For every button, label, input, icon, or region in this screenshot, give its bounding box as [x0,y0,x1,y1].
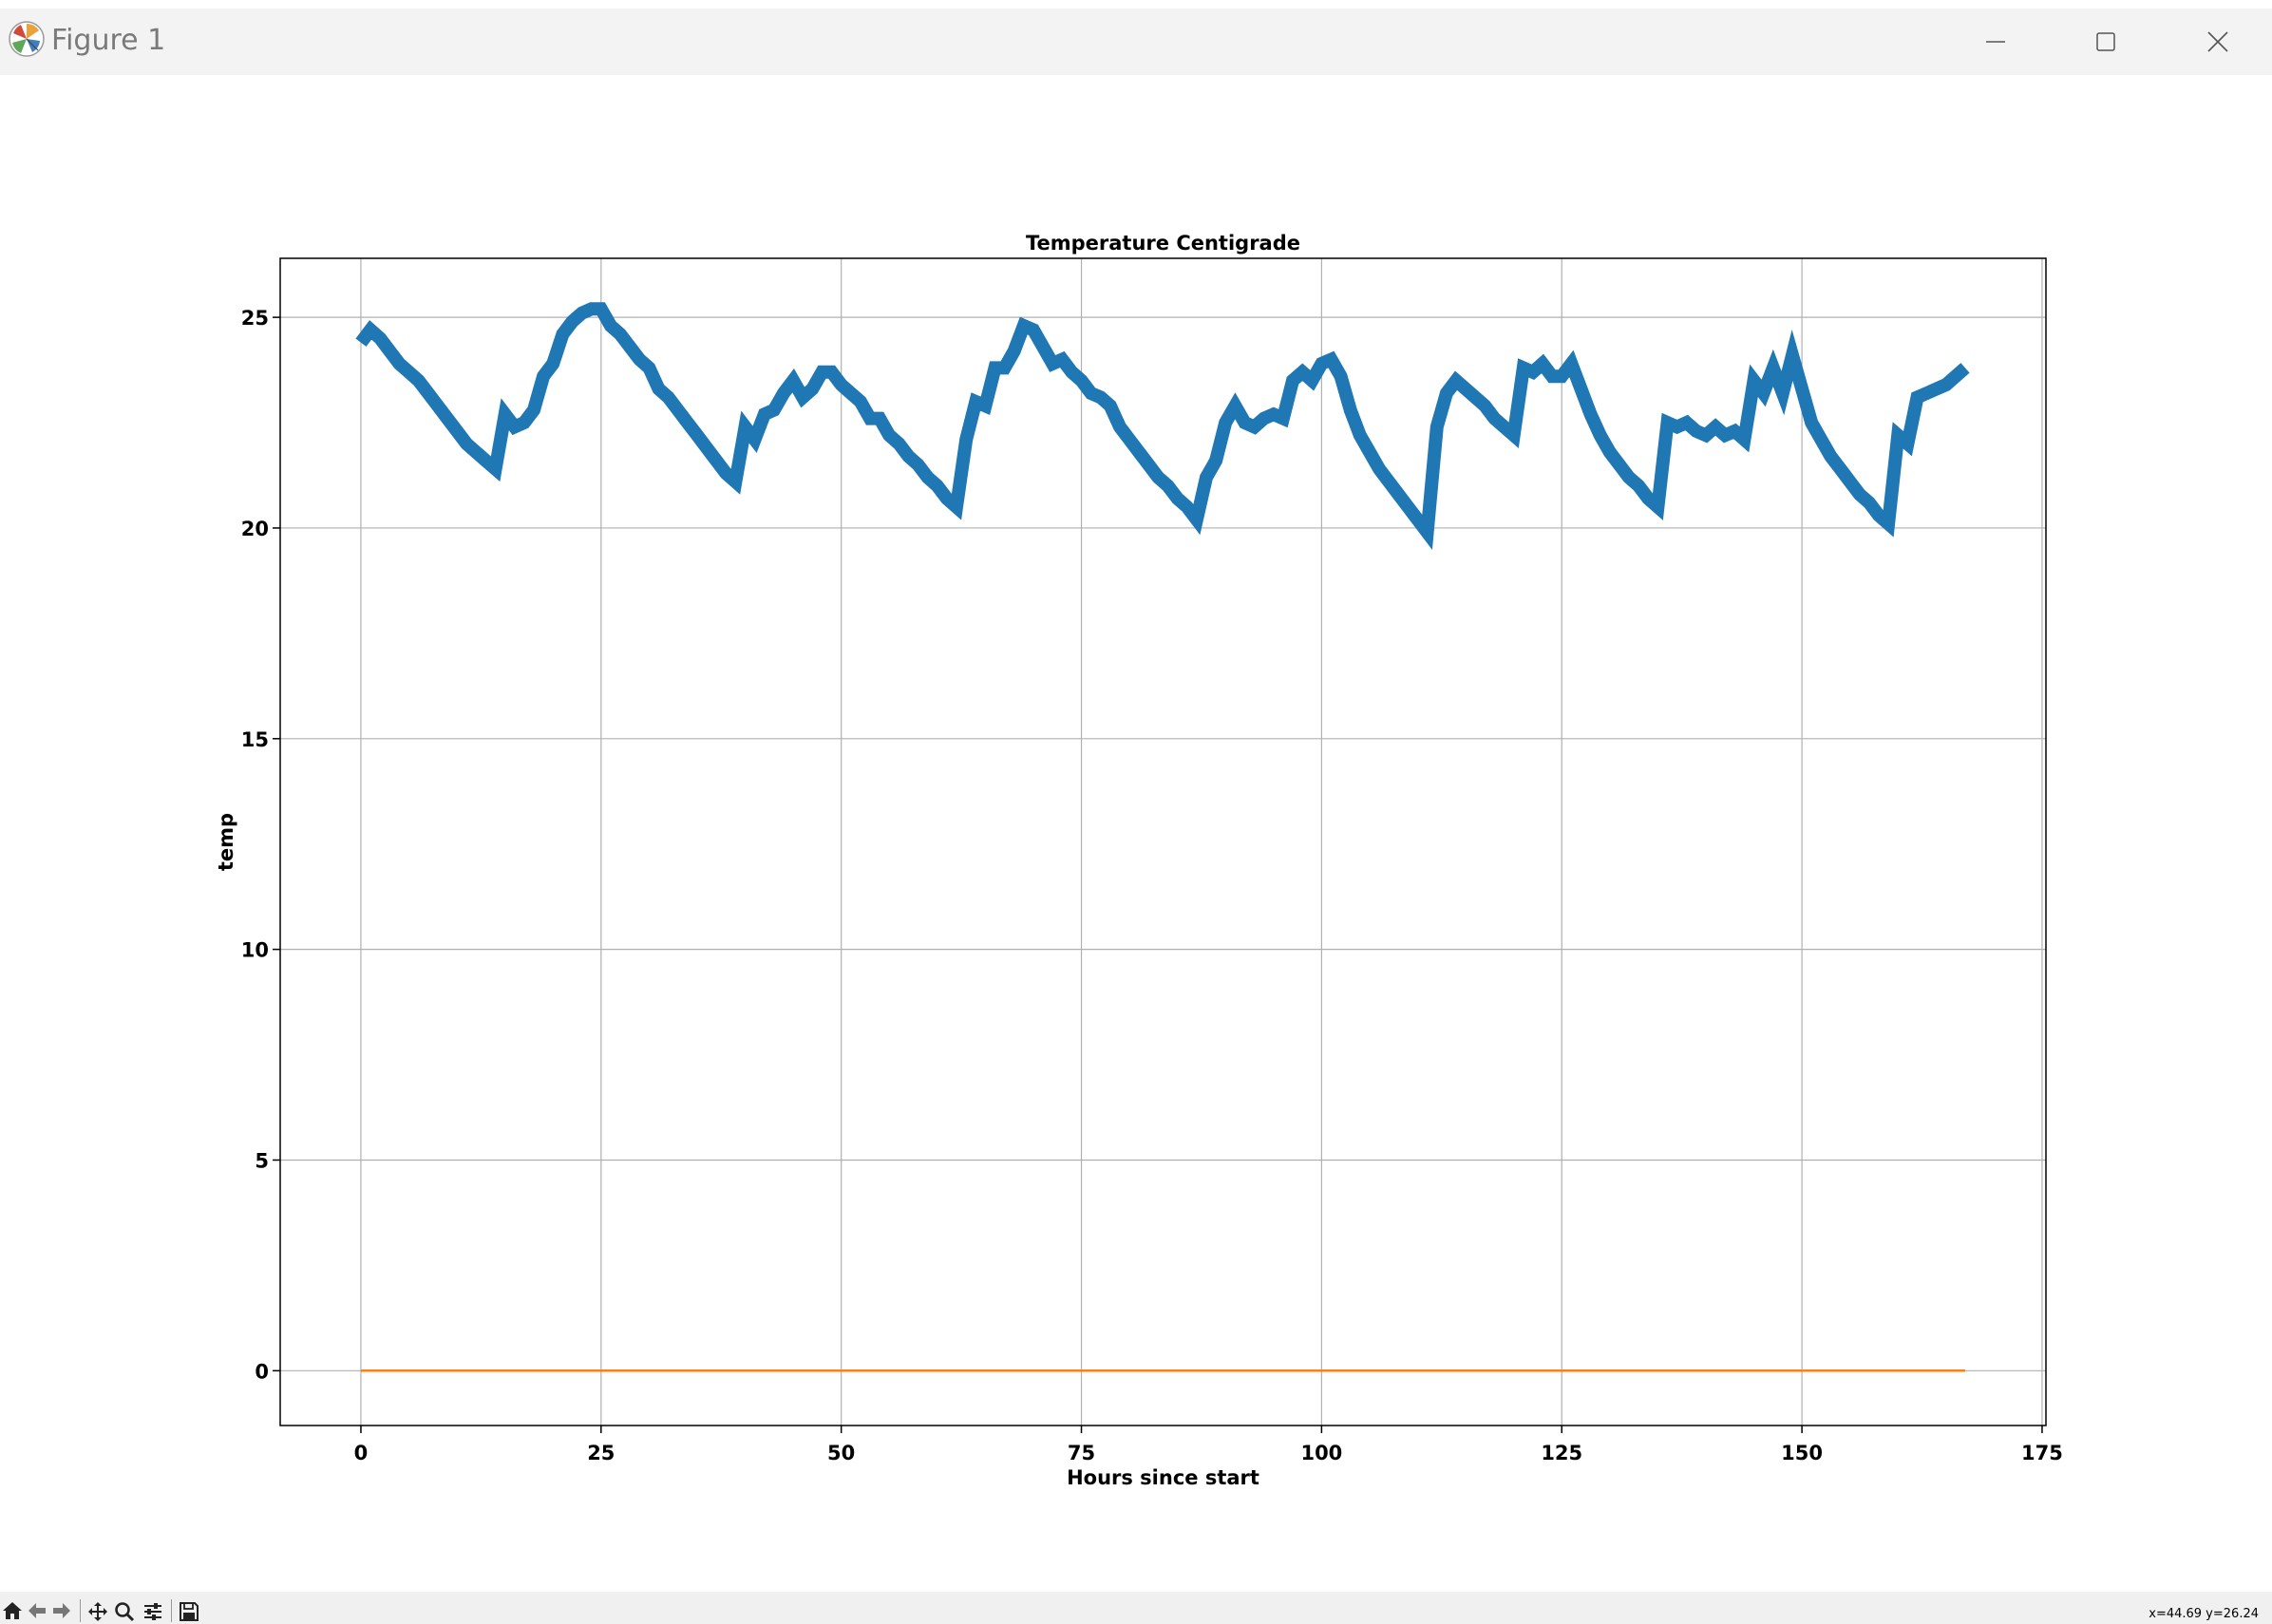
y-tick-label: 20 [241,518,269,540]
cursor-coordinates: x=44.69 y=26.24 [2149,1607,2259,1621]
zoom-icon [115,1602,135,1622]
y-axis-label: temp [215,813,237,871]
save-icon [180,1602,199,1621]
pan-icon [88,1602,107,1621]
back-arrow-icon [28,1603,46,1618]
x-tick-label: 150 [1781,1442,1823,1464]
x-tick-label: 100 [1300,1442,1342,1464]
back-button[interactable] [27,1601,49,1622]
maximize-button[interactable] [2054,9,2158,75]
figure-canvas[interactable]: 0 25 50 75 100 125 150 175 0 5 10 15 20 25 Temperature… [0,75,2272,1592]
y-tick-label: 15 [241,728,269,751]
matplotlib-logo-icon [8,20,46,58]
x-tick-label: 175 [2021,1442,2063,1464]
configure-subplots-button[interactable] [142,1601,165,1622]
toolbar-separator [171,1599,172,1622]
maximize-icon [2096,32,2115,51]
y-tick-label: 0 [255,1360,269,1383]
pan-button[interactable] [87,1601,110,1622]
minimize-icon [1986,41,2005,43]
navigation-toolbar: x=44.69 y=26.24 [0,1592,2272,1624]
temperature-series-line [355,302,1970,550]
forward-button[interactable] [51,1601,74,1622]
close-icon [2207,31,2228,52]
minimize-button[interactable] [1943,9,2048,75]
x-tick-label: 50 [827,1442,855,1464]
x-axis-label: Hours since start [1067,1466,1259,1489]
x-tick-label: 125 [1541,1442,1582,1464]
x-tick-label: 25 [587,1442,615,1464]
y-tick-label: 10 [241,939,269,962]
close-button[interactable] [2166,9,2270,75]
chart-title: Temperature Centigrade [1026,232,1300,255]
save-button[interactable] [179,1601,201,1622]
configure-subplots-icon [144,1603,161,1620]
home-button[interactable] [2,1601,25,1622]
window-title: Figure 1 [51,24,166,57]
title-bar[interactable]: Figure 1 [0,9,2272,75]
y-tick-label: 5 [255,1149,269,1172]
zoom-button[interactable] [114,1601,137,1622]
forward-arrow-icon [53,1603,70,1618]
y-tick-label: 25 [241,307,269,330]
x-tick-label: 0 [354,1442,369,1464]
plot-frame [279,257,2047,1426]
temperature-chart[interactable]: 0 25 50 75 100 125 150 175 0 5 10 15 20 25 Temperature… [0,75,2272,1592]
home-icon [3,1602,22,1619]
toolbar-separator [80,1599,81,1622]
x-tick-label: 75 [1068,1442,1095,1464]
